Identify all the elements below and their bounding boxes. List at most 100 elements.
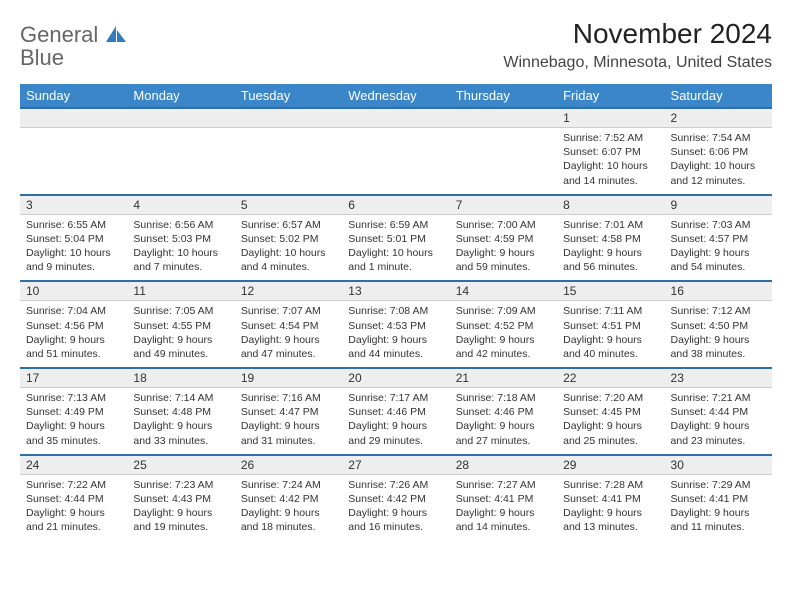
daylight-label: Daylight: 9 hours and 42 minutes.	[456, 333, 551, 361]
daylight-label: Daylight: 9 hours and 25 minutes.	[563, 419, 658, 447]
day-number-cell	[127, 108, 234, 128]
day-content-cell: Sunrise: 7:21 AMSunset: 4:44 PMDaylight:…	[665, 388, 772, 455]
day-number-cell: 22	[557, 368, 664, 388]
weekday-header: Friday	[557, 84, 664, 108]
header: General Blue November 2024 Winnebago, Mi…	[20, 18, 772, 72]
sunrise-label: Sunrise: 7:08 AM	[348, 304, 443, 318]
day-content-cell: Sunrise: 7:29 AMSunset: 4:41 PMDaylight:…	[665, 474, 772, 540]
day-number-row: 24252627282930	[20, 455, 772, 475]
day-number-cell	[450, 108, 557, 128]
sunrise-label: Sunrise: 7:04 AM	[26, 304, 121, 318]
day-number-cell: 2	[665, 108, 772, 128]
day-content-row: Sunrise: 6:55 AMSunset: 5:04 PMDaylight:…	[20, 214, 772, 281]
sunset-label: Sunset: 4:41 PM	[563, 492, 658, 506]
day-content-cell: Sunrise: 7:00 AMSunset: 4:59 PMDaylight:…	[450, 214, 557, 281]
day-number-cell	[235, 108, 342, 128]
day-number-cell: 14	[450, 281, 557, 301]
sunrise-label: Sunrise: 7:54 AM	[671, 131, 766, 145]
day-content-cell: Sunrise: 7:04 AMSunset: 4:56 PMDaylight:…	[20, 301, 127, 368]
day-number-cell: 6	[342, 195, 449, 215]
day-number-cell: 16	[665, 281, 772, 301]
sunrise-label: Sunrise: 7:07 AM	[241, 304, 336, 318]
sunrise-label: Sunrise: 7:18 AM	[456, 391, 551, 405]
day-number-cell: 13	[342, 281, 449, 301]
daylight-label: Daylight: 9 hours and 44 minutes.	[348, 333, 443, 361]
daylight-label: Daylight: 9 hours and 13 minutes.	[563, 506, 658, 534]
day-content-cell	[235, 128, 342, 195]
day-content-cell: Sunrise: 7:23 AMSunset: 4:43 PMDaylight:…	[127, 474, 234, 540]
sunrise-label: Sunrise: 7:14 AM	[133, 391, 228, 405]
day-content-cell: Sunrise: 7:07 AMSunset: 4:54 PMDaylight:…	[235, 301, 342, 368]
daylight-label: Daylight: 9 hours and 54 minutes.	[671, 246, 766, 274]
day-content-cell: Sunrise: 7:20 AMSunset: 4:45 PMDaylight:…	[557, 388, 664, 455]
weekday-header: Sunday	[20, 84, 127, 108]
day-content-cell: Sunrise: 7:52 AMSunset: 6:07 PMDaylight:…	[557, 128, 664, 195]
sunset-label: Sunset: 4:41 PM	[671, 492, 766, 506]
day-number-cell	[342, 108, 449, 128]
daylight-label: Daylight: 9 hours and 51 minutes.	[26, 333, 121, 361]
sunset-label: Sunset: 4:47 PM	[241, 405, 336, 419]
sunrise-label: Sunrise: 7:16 AM	[241, 391, 336, 405]
sunrise-label: Sunrise: 7:20 AM	[563, 391, 658, 405]
sunrise-label: Sunrise: 7:03 AM	[671, 218, 766, 232]
daylight-label: Daylight: 9 hours and 35 minutes.	[26, 419, 121, 447]
day-content-cell	[20, 128, 127, 195]
day-content-row: Sunrise: 7:52 AMSunset: 6:07 PMDaylight:…	[20, 128, 772, 195]
day-number-cell: 4	[127, 195, 234, 215]
weekday-header: Tuesday	[235, 84, 342, 108]
day-content-cell: Sunrise: 7:28 AMSunset: 4:41 PMDaylight:…	[557, 474, 664, 540]
day-content-cell: Sunrise: 7:26 AMSunset: 4:42 PMDaylight:…	[342, 474, 449, 540]
sunrise-label: Sunrise: 7:23 AM	[133, 478, 228, 492]
daylight-label: Daylight: 9 hours and 31 minutes.	[241, 419, 336, 447]
daylight-label: Daylight: 9 hours and 29 minutes.	[348, 419, 443, 447]
daylight-label: Daylight: 9 hours and 47 minutes.	[241, 333, 336, 361]
daylight-label: Daylight: 9 hours and 23 minutes.	[671, 419, 766, 447]
sunset-label: Sunset: 4:52 PM	[456, 319, 551, 333]
day-content-cell: Sunrise: 6:56 AMSunset: 5:03 PMDaylight:…	[127, 214, 234, 281]
day-number-cell: 30	[665, 455, 772, 475]
day-content-cell: Sunrise: 7:08 AMSunset: 4:53 PMDaylight:…	[342, 301, 449, 368]
sunset-label: Sunset: 4:54 PM	[241, 319, 336, 333]
day-number-cell: 25	[127, 455, 234, 475]
daylight-label: Daylight: 10 hours and 7 minutes.	[133, 246, 228, 274]
sunrise-label: Sunrise: 6:57 AM	[241, 218, 336, 232]
sunrise-label: Sunrise: 7:13 AM	[26, 391, 121, 405]
day-content-row: Sunrise: 7:04 AMSunset: 4:56 PMDaylight:…	[20, 301, 772, 368]
day-number-cell: 7	[450, 195, 557, 215]
day-number-cell: 8	[557, 195, 664, 215]
daylight-label: Daylight: 9 hours and 19 minutes.	[133, 506, 228, 534]
sunrise-label: Sunrise: 7:21 AM	[671, 391, 766, 405]
day-content-row: Sunrise: 7:13 AMSunset: 4:49 PMDaylight:…	[20, 388, 772, 455]
day-content-cell: Sunrise: 6:55 AMSunset: 5:04 PMDaylight:…	[20, 214, 127, 281]
sunset-label: Sunset: 4:45 PM	[563, 405, 658, 419]
day-content-cell	[127, 128, 234, 195]
month-title: November 2024	[503, 18, 772, 50]
sunset-label: Sunset: 5:01 PM	[348, 232, 443, 246]
brand-logo: General Blue	[20, 24, 126, 70]
title-block: November 2024 Winnebago, Minnesota, Unit…	[503, 18, 772, 72]
sunset-label: Sunset: 4:51 PM	[563, 319, 658, 333]
location-label: Winnebago, Minnesota, United States	[503, 54, 772, 72]
day-number-row: 3456789	[20, 195, 772, 215]
day-number-row: 10111213141516	[20, 281, 772, 301]
sunrise-label: Sunrise: 7:09 AM	[456, 304, 551, 318]
daylight-label: Daylight: 9 hours and 56 minutes.	[563, 246, 658, 274]
sunset-label: Sunset: 4:41 PM	[456, 492, 551, 506]
day-content-cell: Sunrise: 7:09 AMSunset: 4:52 PMDaylight:…	[450, 301, 557, 368]
daylight-label: Daylight: 10 hours and 12 minutes.	[671, 159, 766, 187]
sunrise-label: Sunrise: 7:28 AM	[563, 478, 658, 492]
daylight-label: Daylight: 9 hours and 27 minutes.	[456, 419, 551, 447]
day-number-cell: 20	[342, 368, 449, 388]
day-number-cell: 3	[20, 195, 127, 215]
sunset-label: Sunset: 4:42 PM	[348, 492, 443, 506]
sunrise-label: Sunrise: 7:27 AM	[456, 478, 551, 492]
daylight-label: Daylight: 9 hours and 33 minutes.	[133, 419, 228, 447]
day-content-cell: Sunrise: 7:24 AMSunset: 4:42 PMDaylight:…	[235, 474, 342, 540]
day-number-cell: 24	[20, 455, 127, 475]
weekday-header: Wednesday	[342, 84, 449, 108]
sunset-label: Sunset: 4:46 PM	[348, 405, 443, 419]
day-number-cell: 9	[665, 195, 772, 215]
day-content-cell: Sunrise: 7:22 AMSunset: 4:44 PMDaylight:…	[20, 474, 127, 540]
sunrise-label: Sunrise: 6:56 AM	[133, 218, 228, 232]
daylight-label: Daylight: 9 hours and 40 minutes.	[563, 333, 658, 361]
